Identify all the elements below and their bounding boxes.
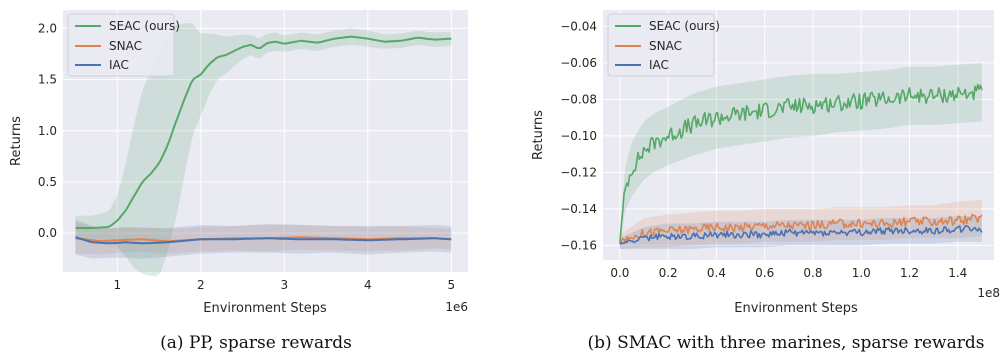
x-tick-label: 3	[280, 278, 288, 292]
y-tick-label: 1.5	[38, 73, 57, 87]
y-tick-label: −0.14	[560, 202, 597, 216]
y-tick-label: 1.0	[38, 124, 57, 138]
band-snac-smac	[619, 199, 982, 250]
x-ticks-smac: 0.0 0.2 0.4 0.6 0.8 1.0 1.2 1.4	[610, 266, 967, 280]
lines-pp	[75, 35, 452, 245]
x-multiplier-pp: 1e6	[445, 300, 468, 314]
legend-box-smac	[607, 13, 715, 77]
caption-pp: (a) PP, sparse rewards	[160, 333, 352, 353]
x-tick-label: 0.2	[659, 266, 678, 280]
x-tick-label: 1	[113, 278, 121, 292]
x-axis-label-pp: Environment Steps	[203, 301, 327, 316]
line-seac-pp	[75, 35, 452, 229]
legend-label-seac-smac: SEAC (ours)	[649, 19, 720, 33]
legend-label-iac-smac: IAC	[649, 58, 669, 72]
y-tick-label: 0.5	[38, 175, 57, 189]
y-tick-label: −0.08	[560, 92, 597, 106]
legend-label-iac-pp: IAC	[109, 58, 129, 72]
y-tick-label: −0.06	[560, 56, 597, 70]
grid-pp	[63, 10, 468, 272]
x-axis-label-smac: Environment Steps	[734, 301, 858, 316]
y-ticks-pp: 0.0 0.5 1.0 1.5 2.0	[38, 21, 57, 240]
x-tick-label: 4	[364, 278, 372, 292]
band-seac-pp	[75, 23, 452, 277]
x-tick-label: 0.4	[707, 266, 726, 280]
y-tick-label: −0.16	[560, 238, 597, 252]
y-tick-label: 0.0	[38, 226, 57, 240]
legend-label-snac-smac: SNAC	[649, 39, 682, 53]
y-tick-label: 2.0	[38, 21, 57, 35]
legend-box-pp	[67, 13, 175, 77]
x-tick-label: 5	[447, 278, 455, 292]
y-ticks-smac: −0.16 −0.14 −0.12 −0.10 −0.08 −0.06 −0.04	[560, 19, 597, 252]
legend-label-snac-pp: SNAC	[109, 39, 142, 53]
x-ticks-pp: 1 2 3 4 5	[113, 278, 455, 292]
chart-smac: 0.0 0.2 0.4 0.6 0.8 1.0 1.2 1.4 −0.16 −0.14 −0.12…	[531, 10, 1000, 353]
line-snac-smac	[619, 213, 983, 244]
line-iac-smac	[619, 225, 983, 245]
line-seac-smac	[619, 83, 983, 244]
lines-smac	[619, 83, 983, 245]
line-iac-pp	[75, 236, 452, 245]
x-tick-label: 0.0	[610, 266, 629, 280]
legend-smac: SEAC (ours) SNAC IAC	[607, 13, 720, 77]
legend-pp: SEAC (ours) SNAC IAC	[67, 13, 180, 77]
x-tick-label: 1.2	[900, 266, 919, 280]
x-multiplier-smac: 1e8	[977, 286, 1000, 300]
y-axis-label-pp: Returns	[9, 116, 24, 166]
y-axis-label-smac: Returns	[531, 110, 546, 160]
x-tick-label: 0.6	[755, 266, 774, 280]
x-tick-label: 2	[197, 278, 205, 292]
y-tick-label: −0.12	[560, 165, 597, 179]
caption-smac: (b) SMAC with three marines, sparse rewa…	[588, 333, 985, 353]
legend-label-seac-pp: SEAC (ours)	[109, 19, 180, 33]
x-tick-label: 1.0	[852, 266, 871, 280]
y-tick-label: −0.04	[560, 19, 597, 33]
band-seac-smac	[619, 62, 982, 250]
y-tick-label: −0.10	[560, 129, 597, 143]
x-tick-label: 1.4	[948, 266, 967, 280]
x-tick-label: 0.8	[803, 266, 822, 280]
